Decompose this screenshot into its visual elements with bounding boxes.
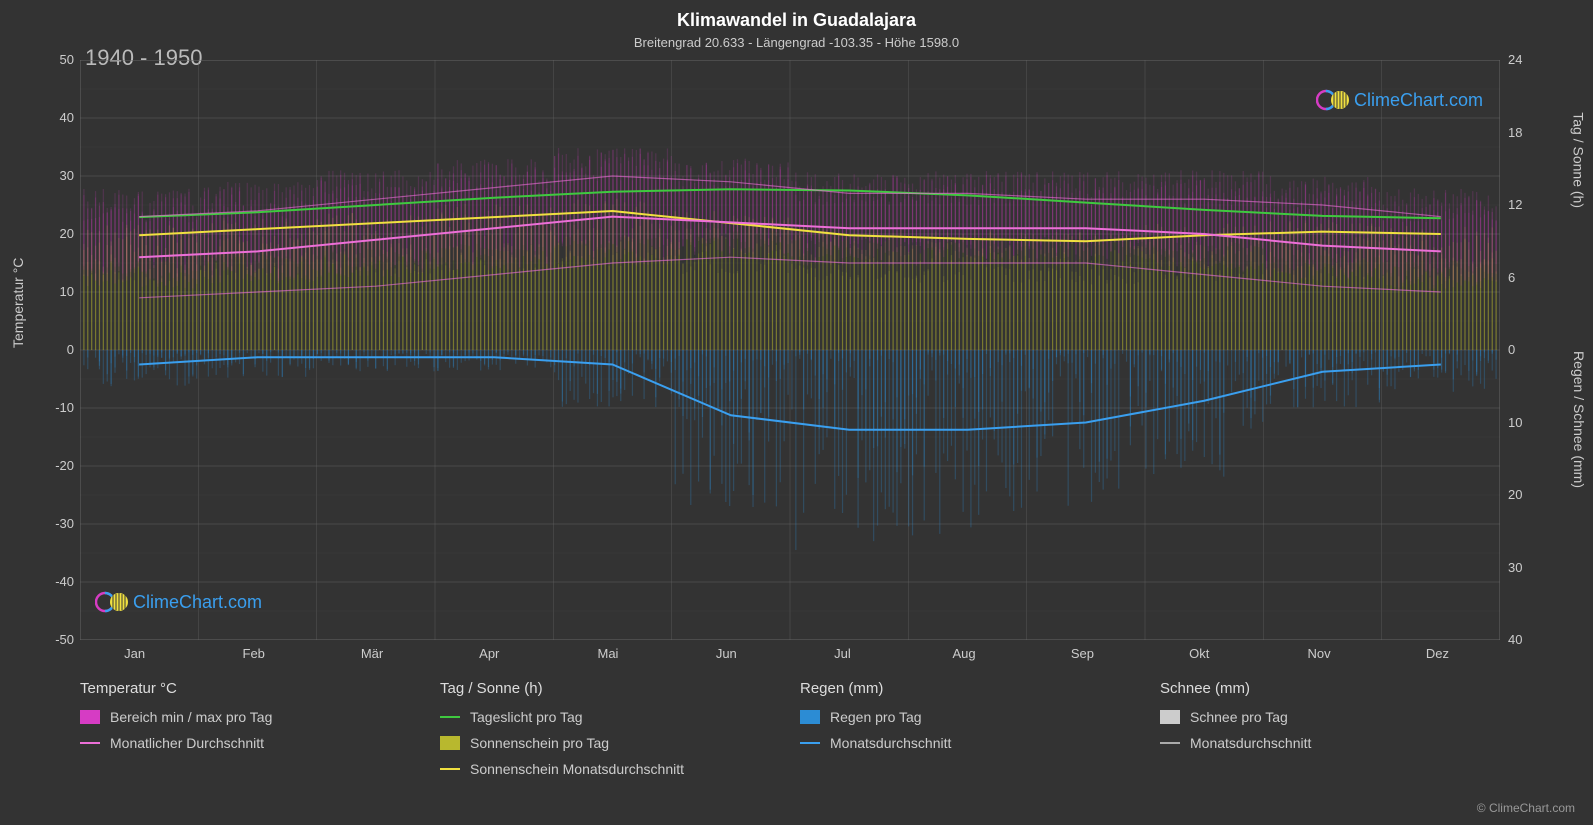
chart-plot-area bbox=[80, 60, 1500, 640]
legend-line-icon bbox=[1160, 742, 1180, 744]
watermark-text: ClimeChart.com bbox=[1354, 90, 1483, 111]
legend-item: Tageslicht pro Tag bbox=[440, 709, 780, 725]
y-left-tick: -30 bbox=[34, 516, 74, 531]
y-right-tick: 10 bbox=[1508, 415, 1522, 430]
legend-item: Monatlicher Durchschnitt bbox=[80, 735, 420, 751]
y-left-tick: 40 bbox=[34, 110, 74, 125]
y-left-tick: -50 bbox=[34, 632, 74, 647]
x-tick: Feb bbox=[243, 646, 265, 661]
legend-label: Bereich min / max pro Tag bbox=[110, 709, 272, 725]
watermark-top-right: ClimeChart.com bbox=[1316, 88, 1483, 112]
x-tick: Mai bbox=[598, 646, 619, 661]
legend-swatch-icon bbox=[80, 710, 100, 724]
y-right-tick: 18 bbox=[1508, 125, 1522, 140]
legend-label: Monatsdurchschnitt bbox=[830, 735, 951, 751]
y-left-axis-label: Temperatur °C bbox=[10, 258, 26, 348]
x-tick: Mär bbox=[361, 646, 383, 661]
legend-label: Tageslicht pro Tag bbox=[470, 709, 583, 725]
chart-svg bbox=[80, 60, 1500, 640]
legend-line-icon bbox=[800, 742, 820, 744]
x-tick: Jan bbox=[124, 646, 145, 661]
legend-line-icon bbox=[80, 742, 100, 744]
legend-swatch-icon bbox=[440, 736, 460, 750]
legend-item: Monatsdurchschnitt bbox=[1160, 735, 1500, 751]
y-right-tick: 24 bbox=[1508, 52, 1522, 67]
y-right-tick: 6 bbox=[1508, 270, 1515, 285]
y-right-axis-label-top: Tag / Sonne (h) bbox=[1571, 112, 1587, 208]
legend-line-icon bbox=[440, 716, 460, 718]
legend-header: Tag / Sonne (h) bbox=[440, 680, 780, 697]
y-right-tick: 40 bbox=[1508, 632, 1522, 647]
x-tick: Nov bbox=[1308, 646, 1331, 661]
y-left-tick: 30 bbox=[34, 168, 74, 183]
legend-column: Schnee (mm) Schnee pro Tag Monatsdurchschn… bbox=[1160, 680, 1500, 787]
y-right-tick: 20 bbox=[1508, 487, 1522, 502]
y-left-tick: -40 bbox=[34, 574, 74, 589]
y-left-tick: -20 bbox=[34, 458, 74, 473]
x-tick: Sep bbox=[1071, 646, 1094, 661]
climechart-logo-icon bbox=[1316, 88, 1348, 112]
legend-swatch-icon bbox=[800, 710, 820, 724]
chart-subtitle: Breitengrad 20.633 - Längengrad -103.35 … bbox=[0, 35, 1593, 50]
legend-item: Sonnenschein Monatsdurchschnitt bbox=[440, 761, 780, 777]
legend-item: Sonnenschein pro Tag bbox=[440, 735, 780, 751]
y-left-tick: -10 bbox=[34, 400, 74, 415]
legend-header: Regen (mm) bbox=[800, 680, 1140, 697]
y-right-axis-label-bottom: Regen / Schnee (mm) bbox=[1571, 351, 1587, 488]
x-tick: Okt bbox=[1189, 646, 1209, 661]
legend-column: Regen (mm) Regen pro Tag Monatsdurchschnit… bbox=[800, 680, 1140, 787]
legend-item: Monatsdurchschnitt bbox=[800, 735, 1140, 751]
y-right-tick: 0 bbox=[1508, 342, 1515, 357]
chart-title: Klimawandel in Guadalajara bbox=[0, 10, 1593, 31]
legend-label: Sonnenschein Monatsdurchschnitt bbox=[470, 761, 684, 777]
y-left-tick: 0 bbox=[34, 342, 74, 357]
legend-header: Schnee (mm) bbox=[1160, 680, 1500, 697]
x-tick: Jul bbox=[834, 646, 851, 661]
legend-swatch-icon bbox=[1160, 710, 1180, 724]
x-tick: Aug bbox=[953, 646, 976, 661]
y-right-tick: 30 bbox=[1508, 560, 1522, 575]
legend-item: Bereich min / max pro Tag bbox=[80, 709, 420, 725]
watermark-text: ClimeChart.com bbox=[133, 592, 262, 613]
legend-item: Regen pro Tag bbox=[800, 709, 1140, 725]
y-right-tick: 12 bbox=[1508, 197, 1522, 212]
legend-label: Monatsdurchschnitt bbox=[1190, 735, 1311, 751]
legend-header: Temperatur °C bbox=[80, 680, 420, 697]
legend-column: Temperatur °C Bereich min / max pro Tag Mo… bbox=[80, 680, 420, 787]
legend-label: Sonnenschein pro Tag bbox=[470, 735, 609, 751]
watermark-bottom-left: ClimeChart.com bbox=[95, 590, 262, 614]
x-tick: Apr bbox=[479, 646, 499, 661]
copyright-text: © ClimeChart.com bbox=[1477, 801, 1575, 815]
legend-label: Monatlicher Durchschnitt bbox=[110, 735, 264, 751]
x-tick: Jun bbox=[716, 646, 737, 661]
legend: Temperatur °C Bereich min / max pro Tag Mo… bbox=[80, 680, 1500, 787]
climechart-logo-icon bbox=[95, 590, 127, 614]
y-left-tick: 10 bbox=[34, 284, 74, 299]
y-left-tick: 50 bbox=[34, 52, 74, 67]
legend-line-icon bbox=[440, 768, 460, 770]
legend-label: Regen pro Tag bbox=[830, 709, 922, 725]
x-tick: Dez bbox=[1426, 646, 1449, 661]
legend-item: Schnee pro Tag bbox=[1160, 709, 1500, 725]
legend-label: Schnee pro Tag bbox=[1190, 709, 1288, 725]
legend-column: Tag / Sonne (h) Tageslicht pro Tag Sonnens… bbox=[440, 680, 780, 787]
y-left-tick: 20 bbox=[34, 226, 74, 241]
